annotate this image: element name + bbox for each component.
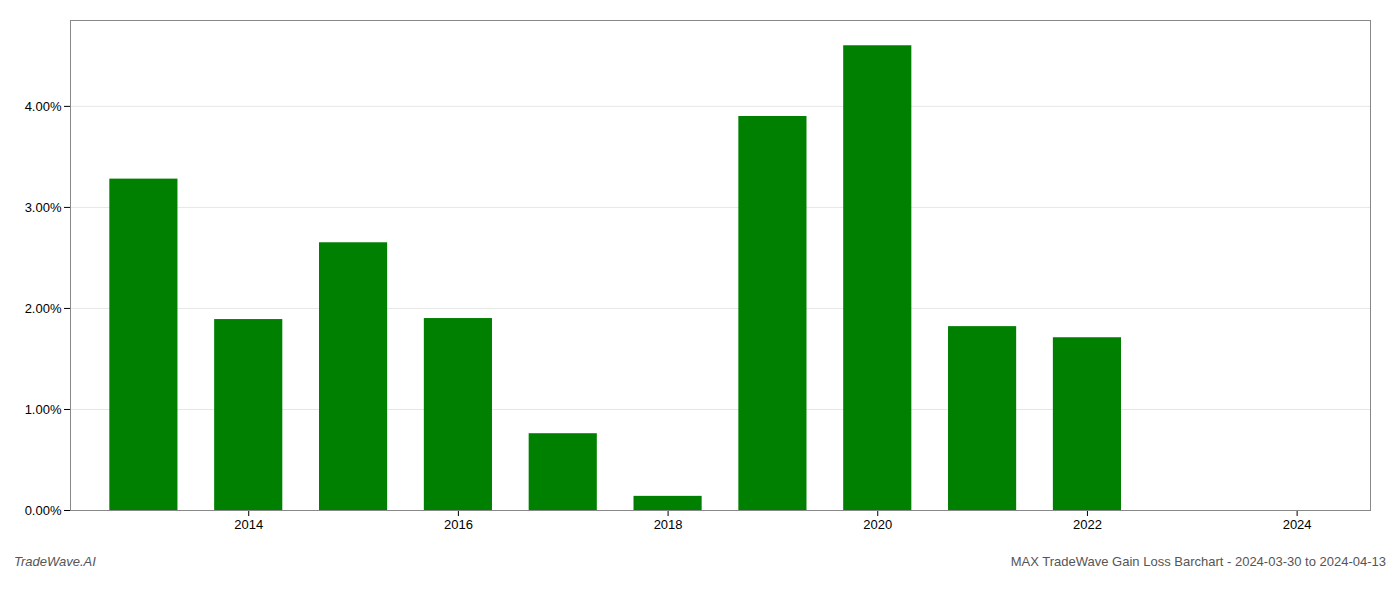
svg-text:2016: 2016 — [444, 517, 473, 532]
html-text:TradeWave.AI: TradeWave.AI — [14, 554, 96, 569]
svg-text:2020: 2020 — [863, 517, 892, 532]
svg-text:3.00%: 3.00% — [25, 200, 62, 215]
html-text:MAX TradeWave Gain Loss Barcha: MAX TradeWave Gain Loss Barchart - 2024-… — [1010, 554, 1386, 569]
svg-text:2024: 2024 — [1283, 517, 1312, 532]
svg-text:0.00%: 0.00% — [25, 503, 62, 518]
svg-text:2018: 2018 — [654, 517, 683, 532]
svg-text:2014: 2014 — [234, 517, 263, 532]
svg-text:2.00%: 2.00% — [25, 301, 62, 316]
svg-text:1.00%: 1.00% — [25, 402, 62, 417]
svg-text:4.00%: 4.00% — [25, 99, 62, 114]
svg-text:2022: 2022 — [1073, 517, 1102, 532]
